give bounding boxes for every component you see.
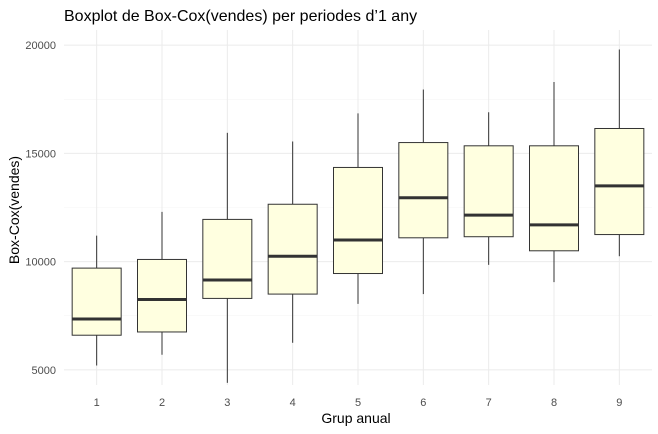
x-tick-label: 7 <box>486 397 492 409</box>
y-tick-label: 10000 <box>25 257 56 269</box>
box <box>137 258 187 333</box>
box <box>529 145 579 252</box>
y-tick-label: 5000 <box>32 365 56 377</box>
box-group-3 <box>202 132 253 383</box>
x-axis-ticks: 1 2 3 4 5 6 7 8 9 <box>94 397 623 409</box>
x-tick-label: 3 <box>224 397 230 409</box>
x-tick-label: 6 <box>420 397 426 409</box>
y-axis-title: Box-Cox(vendes) <box>6 156 22 264</box>
y-tick-label: 20000 <box>25 40 56 52</box>
box-group-5 <box>333 113 383 304</box>
box-group-4 <box>267 141 318 343</box>
y-axis-ticks: 5000 10000 15000 20000 <box>25 40 56 377</box>
x-tick-label: 9 <box>616 397 622 409</box>
box <box>463 145 514 238</box>
box-group-7 <box>463 112 514 265</box>
box <box>267 203 318 295</box>
x-axis-title: Grup anual <box>321 410 390 426</box>
x-tick-label: 4 <box>290 397 296 409</box>
box-group-6 <box>398 89 449 295</box>
box-group-8 <box>529 81 579 283</box>
box <box>202 218 253 299</box>
box-group-9 <box>594 49 645 257</box>
x-tick-label: 8 <box>551 397 557 409</box>
x-tick-label: 1 <box>94 397 100 409</box>
box <box>594 127 645 236</box>
x-tick-label: 2 <box>159 397 165 409</box>
box-group-1 <box>71 235 122 366</box>
boxes <box>71 49 645 383</box>
box <box>398 142 449 239</box>
x-tick-label: 5 <box>355 397 361 409</box>
y-tick-label: 15000 <box>25 148 56 160</box>
box <box>71 267 122 336</box>
chart-title: Boxplot de Box-Cox(vendes) per periodes … <box>64 8 417 25</box>
box <box>333 166 383 275</box>
box-group-2 <box>137 211 187 355</box>
